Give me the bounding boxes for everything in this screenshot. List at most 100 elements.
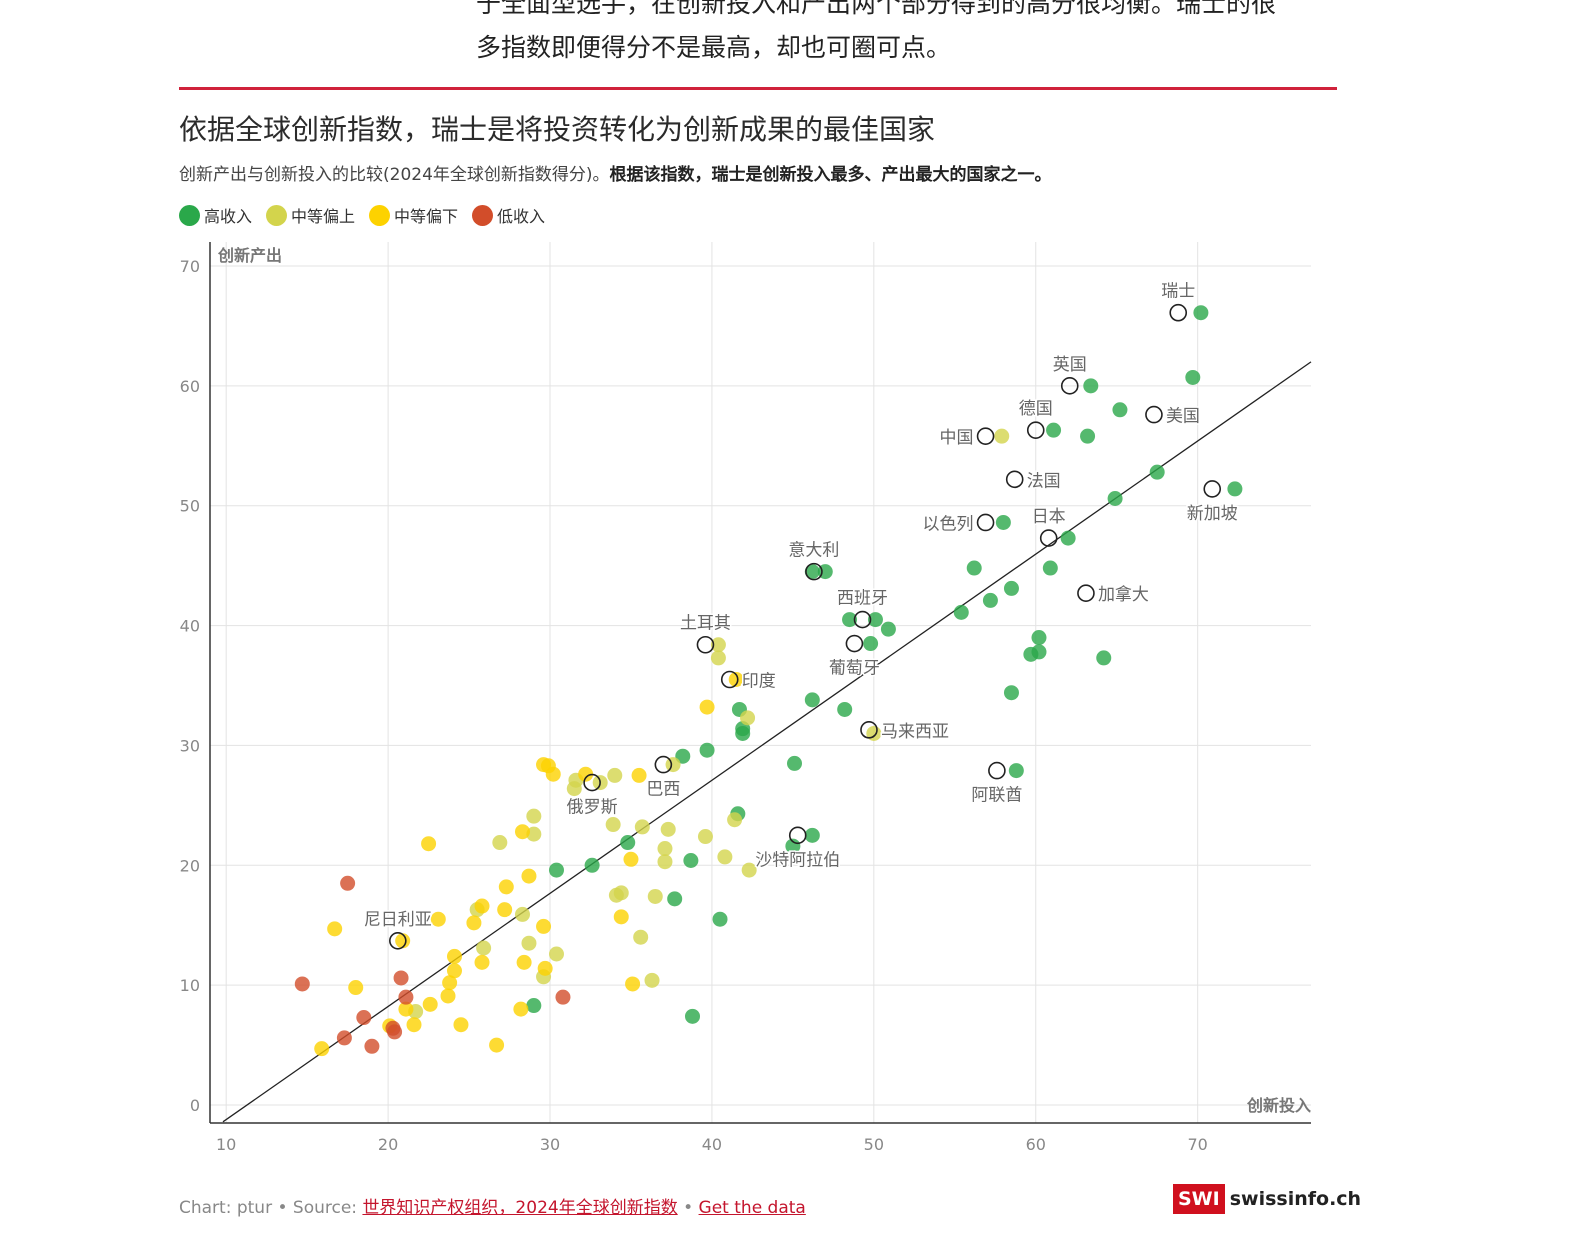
data-point xyxy=(521,935,537,951)
country-label: 西班牙 xyxy=(837,589,888,609)
data-point xyxy=(657,841,673,857)
legend-swatch-icon xyxy=(179,204,200,226)
country-label: 葡萄牙 xyxy=(829,659,880,679)
legend-swatch-icon xyxy=(369,204,391,226)
data-point xyxy=(584,857,600,873)
data-point xyxy=(697,829,713,845)
data-point xyxy=(995,514,1011,530)
intro-line-1: 于全面型选手，在创新投入和产出两个部分得到的高分很均衡。瑞士的很 xyxy=(476,0,1277,18)
data-point xyxy=(1080,428,1096,444)
x-tick-label: 70 xyxy=(1187,1135,1207,1154)
logo-wordmark: swissinfo.ch xyxy=(1229,1188,1362,1210)
highlight-ring xyxy=(805,562,823,581)
data-point xyxy=(430,911,446,927)
data-point xyxy=(466,915,482,931)
data-point xyxy=(440,988,456,1004)
data-point xyxy=(395,933,411,949)
section-divider xyxy=(179,87,1337,90)
highlight-ring xyxy=(853,610,872,629)
data-point xyxy=(514,824,530,840)
footer-credit: Chart: ptur • Source: xyxy=(179,1198,363,1218)
data-point xyxy=(684,1008,700,1024)
data-point xyxy=(842,612,858,628)
data-point xyxy=(1193,305,1209,321)
data-point xyxy=(387,1024,403,1040)
data-point xyxy=(421,836,437,852)
data-point xyxy=(1046,422,1062,438)
data-point xyxy=(536,918,552,934)
y-tick-label: 40 xyxy=(180,617,200,636)
data-point xyxy=(514,906,530,922)
country-label: 瑞士 xyxy=(1161,282,1195,302)
data-point xyxy=(474,898,490,914)
data-point xyxy=(613,909,629,925)
data-point xyxy=(804,692,820,708)
data-point xyxy=(1227,481,1243,497)
data-point xyxy=(623,851,639,867)
y-tick-label: 70 xyxy=(180,257,200,276)
data-point xyxy=(735,725,751,741)
highlight-ring xyxy=(583,773,601,792)
data-point xyxy=(521,868,537,884)
legend-item-high-income: 高收入 xyxy=(179,203,252,227)
highlight-ring xyxy=(1169,303,1188,322)
highlight-ring xyxy=(696,635,715,654)
data-point xyxy=(710,637,726,653)
country-label: 马来西亚 xyxy=(881,722,949,742)
data-point xyxy=(398,989,414,1005)
data-point xyxy=(1112,402,1128,418)
country-label: 英国 xyxy=(1053,355,1087,375)
highlight-ring xyxy=(1005,470,1024,489)
highlight-ring xyxy=(1203,480,1222,498)
data-point xyxy=(398,1001,414,1017)
y-tick-label: 30 xyxy=(180,736,200,755)
data-point xyxy=(548,946,564,962)
data-point xyxy=(710,650,726,666)
data-point xyxy=(314,1041,330,1057)
highlight-ring xyxy=(988,761,1006,780)
y-tick-label: 0 xyxy=(190,1096,200,1115)
data-point xyxy=(867,612,883,628)
data-point xyxy=(1023,646,1039,662)
data-point xyxy=(442,975,458,991)
country-label: 意大利 xyxy=(788,541,839,561)
data-point xyxy=(675,748,691,764)
source-link[interactable]: 世界知识产权组织，2024年全球创新指数 xyxy=(362,1198,678,1218)
data-point xyxy=(644,972,660,988)
y-tick-label: 10 xyxy=(180,976,200,995)
data-point xyxy=(348,980,364,996)
data-point xyxy=(1107,491,1123,507)
data-point xyxy=(785,838,801,854)
data-point xyxy=(634,819,650,835)
data-point xyxy=(787,755,803,771)
legend-item-low-income: 低收入 xyxy=(472,203,545,227)
data-point xyxy=(953,604,969,620)
data-point xyxy=(336,1030,352,1046)
data-point xyxy=(620,835,636,851)
swissinfo-logo[interactable]: SWI swissinfo.ch xyxy=(1173,1184,1361,1214)
data-point xyxy=(660,821,676,837)
data-point xyxy=(327,921,343,937)
country-label: 俄罗斯 xyxy=(567,798,618,818)
data-point xyxy=(717,849,733,865)
country-label: 尼日利亚 xyxy=(364,910,432,930)
highlight-ring xyxy=(845,634,864,653)
get-data-link[interactable]: Get the data xyxy=(698,1198,806,1218)
data-point xyxy=(476,940,492,956)
highlight-ring xyxy=(976,513,995,532)
data-point xyxy=(446,963,462,979)
data-point xyxy=(727,812,743,828)
data-point xyxy=(647,888,663,904)
country-label: 美国 xyxy=(1166,407,1200,427)
highlight-ring xyxy=(654,755,673,774)
highlight-ring xyxy=(1039,529,1058,547)
country-label: 以色列 xyxy=(923,514,974,534)
country-label: 阿联酋 xyxy=(971,786,1022,806)
data-point xyxy=(613,885,629,901)
data-point xyxy=(489,1037,505,1053)
data-point xyxy=(516,954,532,970)
highlight-ring xyxy=(1145,405,1163,424)
data-point xyxy=(804,827,820,843)
data-point xyxy=(837,701,853,717)
highlight-ring xyxy=(860,721,878,739)
